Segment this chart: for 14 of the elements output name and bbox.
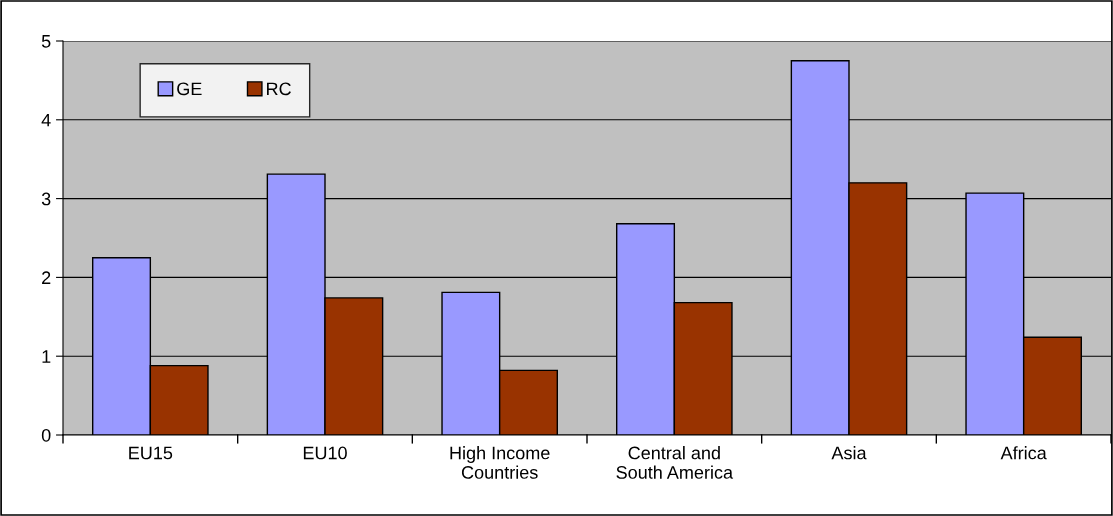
x-tick-label: Central and South America xyxy=(616,446,734,479)
legend-label: GE xyxy=(177,82,202,96)
y-tick-label: 3 xyxy=(41,192,51,206)
y-tick-label: 1 xyxy=(42,350,51,363)
y-tick-label: 4 xyxy=(41,113,51,127)
x-tick-label: Africa xyxy=(1000,446,1047,460)
y-tick-label: 2 xyxy=(42,271,51,284)
legend-label: RC xyxy=(267,82,291,96)
x-tick-label: EU15 xyxy=(129,446,173,460)
y-tick-label: 5 xyxy=(41,35,51,48)
y-tick-label: 0 xyxy=(41,428,51,442)
x-tick-label: EU10 xyxy=(303,446,347,460)
x-tick-label: Asia xyxy=(831,446,867,460)
x-tick-label: High Income Countries xyxy=(450,446,550,479)
